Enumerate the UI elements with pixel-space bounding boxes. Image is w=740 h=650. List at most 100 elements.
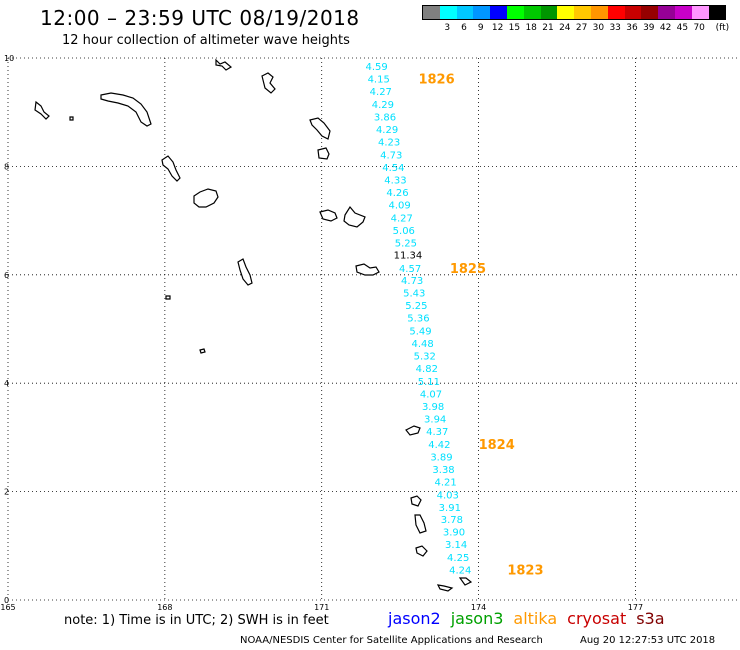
legend-swatch (574, 6, 591, 19)
legend-swatch (708, 6, 726, 19)
legend-unit: (ft) (715, 23, 730, 33)
legend-swatch (540, 6, 558, 19)
wave-height-label: 4.03 (437, 490, 459, 501)
island (34, 100, 50, 120)
island (165, 295, 171, 300)
satellite-jason3: jason3 (450, 609, 504, 628)
wave-height-label: 5.43 (403, 289, 425, 300)
legend-label: 45 (676, 23, 689, 33)
wave-height-label: 3.94 (424, 414, 446, 425)
wave-height-label: 4.29 (372, 100, 394, 111)
wave-height-label: 3.89 (430, 452, 452, 463)
satellite-altika: altika (513, 609, 558, 628)
island (414, 514, 427, 534)
wave-height-label: 4.82 (416, 364, 438, 375)
legend-label: 3 (444, 23, 451, 33)
lat-tick-label: 10 (4, 54, 14, 63)
wave-height-label: 5.11 (418, 377, 440, 388)
lat-tick-label: 0 (4, 596, 9, 605)
wave-height-label: 4.48 (411, 339, 433, 350)
island (69, 116, 74, 121)
wave-height-label: 3.38 (432, 465, 454, 476)
wave-height-label: 4.59 (365, 62, 387, 73)
wave-height-label: 5.36 (407, 314, 429, 325)
island (436, 584, 454, 592)
wave-height-label: 3.86 (374, 113, 396, 124)
island (309, 117, 331, 140)
satellite-legend: jason2 jason3 altika cryosat s3a (388, 609, 675, 628)
legend-label: 15 (508, 23, 521, 33)
island (405, 425, 421, 436)
pass-time-label: 1824 (479, 438, 515, 453)
wave-height-label: 4.27 (370, 87, 392, 98)
island (199, 348, 206, 354)
wave-height-label: 3.91 (439, 503, 461, 514)
legend-labels: 3 6 9 12 15 18 21 24 27 30 33 36 39 42 45 70 (ft) (422, 23, 729, 35)
legend-swatch (557, 6, 575, 19)
wave-height-label: 4.73 (401, 276, 423, 287)
wave-height-label: 4.42 (428, 440, 450, 451)
legend-label: 6 (461, 23, 467, 33)
lon-tick-label: 171 (314, 603, 329, 612)
satellite-s3a: s3a (636, 609, 665, 628)
legend-label: 27 (575, 23, 588, 33)
legend-swatch (607, 6, 625, 19)
island (355, 263, 380, 276)
legend-label: 9 (477, 23, 484, 33)
map-grid (7, 57, 740, 601)
wave-height-label: 3.78 (441, 515, 463, 526)
island (237, 258, 253, 286)
wave-height-label: 4.27 (391, 213, 413, 224)
legend-label: 36 (626, 23, 638, 33)
island (458, 577, 473, 586)
legend-label: 12 (491, 23, 504, 33)
legend-swatch (423, 6, 440, 19)
footnote: note: 1) Time is in UTC; 2) SWH is in fe… (64, 613, 329, 628)
wave-height-label: 5.49 (409, 327, 431, 338)
island (261, 72, 276, 94)
wave-height-label: 4.73 (380, 150, 402, 161)
wave-height-label: 4.33 (384, 175, 406, 186)
wave-height-label: 4.29 (376, 125, 398, 136)
wave-height-label: 5.06 (393, 226, 415, 237)
pass-time-label: 1823 (507, 564, 543, 579)
island (215, 58, 233, 71)
lon-tick-label: 174 (471, 603, 486, 612)
map-title: 12:00 – 23:59 UTC 08/19/2018 (40, 6, 360, 30)
legend-swatch (456, 6, 474, 19)
wave-height-label: 4.09 (388, 200, 410, 211)
island (161, 155, 181, 182)
legend-label: 30 (592, 23, 605, 33)
legend-label: 70 (693, 23, 705, 33)
lat-tick-label: 4 (4, 379, 9, 388)
wave-height-label: 3.98 (422, 402, 444, 413)
island-outlines (34, 58, 473, 592)
legend-swatch (691, 6, 709, 19)
island (410, 495, 422, 507)
altimeter-track: 4.594.154.274.293.864.294.234.734.544.33… (365, 62, 543, 579)
wave-height-label: 4.07 (420, 389, 442, 400)
wave-height-label: 5.25 (395, 238, 417, 249)
wave-height-label: 4.23 (378, 137, 400, 148)
legend-label: 24 (559, 23, 571, 33)
lat-tick-label: 2 (4, 488, 9, 497)
wave-height-label: 4.24 (449, 566, 471, 577)
satellite-cryosat: cryosat (567, 609, 627, 628)
wave-height-label: 11.34 (394, 251, 423, 262)
island (415, 545, 428, 557)
wave-height-label: 4.25 (447, 553, 469, 564)
lon-tick-label: 177 (628, 603, 643, 612)
island (319, 209, 338, 222)
legend-swatch (439, 6, 457, 19)
island (343, 205, 366, 228)
wave-height-label: 4.15 (368, 75, 390, 86)
legend-swatches (422, 5, 727, 20)
legend-swatch (674, 6, 692, 19)
wave-height-label: 4.57 (399, 264, 421, 275)
wave-height-label: 5.25 (405, 301, 427, 312)
legend-swatch (641, 6, 659, 19)
legend-swatch (590, 6, 608, 19)
island (317, 147, 330, 160)
wave-height-label: 4.21 (434, 477, 456, 488)
axis-tick-labels: 165 168 171 174 177 0 2 4 6 8 10 (0, 54, 643, 612)
